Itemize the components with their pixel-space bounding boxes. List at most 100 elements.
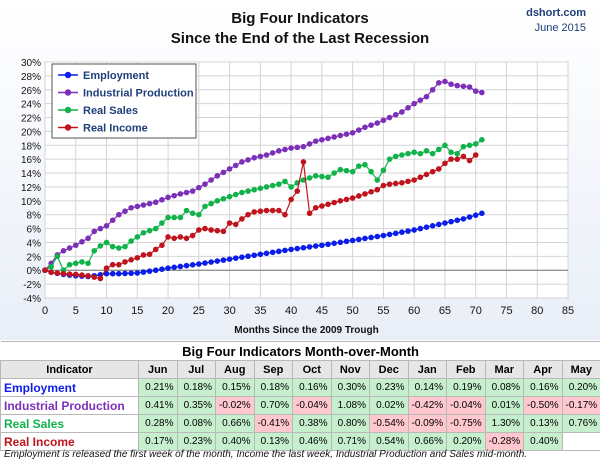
table-cell: 0.30% <box>330 378 370 397</box>
real-sales-point <box>202 203 208 210</box>
real-income-point <box>319 203 325 209</box>
y-tick-label: 28% <box>21 72 41 83</box>
real-income-point <box>134 254 141 261</box>
employment-point <box>128 270 134 277</box>
table-cell: -0.42% <box>407 396 447 415</box>
x-tick-label: 0 <box>42 305 48 317</box>
indicator-name: Real Sales <box>0 414 139 433</box>
table-cell: 0.23% <box>369 378 409 397</box>
industrial-production-point <box>312 138 319 144</box>
real-income-point <box>442 160 448 167</box>
table-cell: 0.70% <box>253 396 293 415</box>
table-cell: 0.01% <box>484 396 524 415</box>
employment-point <box>454 217 461 224</box>
real-sales-point <box>103 239 110 246</box>
employment-point <box>472 212 479 218</box>
real-sales-point <box>251 186 257 193</box>
real-sales-point <box>134 234 141 240</box>
table-cell: 0.20% <box>561 378 600 397</box>
real-income-point <box>226 220 233 226</box>
industrial-production-point <box>165 194 171 201</box>
industrial-production-point <box>232 162 239 169</box>
real-income-point <box>109 261 116 268</box>
table-cell: 0.41% <box>138 396 178 415</box>
y-tick-label: 12% <box>21 183 41 194</box>
real-income-point <box>91 274 98 280</box>
real-income-point <box>257 208 264 215</box>
x-tick-label: 50 <box>347 305 359 317</box>
table-cell: 0.08% <box>176 414 216 433</box>
real-sales-point <box>245 188 251 194</box>
table-cell: -0.17% <box>561 396 600 415</box>
employment-point <box>479 210 485 217</box>
x-tick-label: 75 <box>500 305 512 317</box>
real-sales-point <box>257 185 264 192</box>
real-sales-point <box>479 136 485 143</box>
real-sales-point <box>349 168 356 175</box>
employment-point <box>134 270 141 276</box>
employment-point <box>220 257 227 263</box>
y-tick-label: 20% <box>21 127 41 138</box>
industrial-production-point <box>269 150 276 156</box>
real-sales-point <box>374 177 381 183</box>
y-tick-label: 30% <box>21 58 41 69</box>
table-title: Big Four Indicators Month-over-Month <box>0 341 600 361</box>
table-cell: 1.08% <box>330 396 370 415</box>
employment-point <box>417 225 424 232</box>
y-tick-label: 0% <box>27 266 42 277</box>
employment-point <box>374 233 381 240</box>
indicator-header: Indicator <box>0 360 139 379</box>
real-income-point <box>300 159 307 165</box>
employment-point <box>140 269 147 275</box>
source-site: dshort.com <box>526 7 586 19</box>
real-income-point <box>251 209 257 215</box>
real-income-point <box>405 178 411 185</box>
table-cell: 0.40% <box>523 432 563 451</box>
employment-point <box>103 270 110 277</box>
real-sales-point <box>214 198 221 204</box>
real-sales-point <box>368 168 374 175</box>
month-header: Aug <box>215 360 255 379</box>
industrial-production-point <box>300 143 307 150</box>
real-income-point <box>337 198 344 204</box>
industrial-production-point <box>442 78 448 85</box>
industrial-production-point <box>423 93 430 100</box>
industrial-production-point <box>226 166 233 172</box>
x-tick-label: 60 <box>408 305 420 317</box>
employment-point <box>343 238 350 245</box>
month-header: May <box>561 360 600 379</box>
employment-point <box>232 255 239 261</box>
real-income-point <box>312 204 319 211</box>
industrial-production-point <box>399 109 405 115</box>
month-over-month-table: Big Four Indicators Month-over-Month Ind… <box>0 341 600 451</box>
real-income-point <box>276 207 282 214</box>
industrial-production-point <box>79 238 85 245</box>
employment-point <box>263 250 270 257</box>
real-sales-point <box>116 245 122 251</box>
industrial-production-point <box>66 245 73 251</box>
industrial-production-point <box>294 144 301 151</box>
real-sales-point <box>454 150 461 157</box>
month-header: Apr <box>523 360 563 379</box>
industrial-production-point <box>479 89 485 96</box>
x-tick-label: 5 <box>73 305 79 317</box>
employment-point <box>386 231 393 238</box>
table-cell: -0.28% <box>484 432 524 451</box>
x-tick-label: 85 <box>562 305 574 317</box>
real-sales-point <box>97 243 104 249</box>
industrial-production-point <box>454 82 461 89</box>
table-row: Employment 0.21% 0.18% 0.15% 0.18% 0.16% 0.30%… <box>0 378 600 397</box>
employment-point <box>337 239 344 246</box>
y-tick-label: 14% <box>21 169 41 180</box>
table-cell: 0.14% <box>407 378 447 397</box>
real-sales-point <box>239 189 245 196</box>
employment-point <box>349 237 356 244</box>
employment-point <box>392 230 399 237</box>
real-sales-point <box>423 148 430 154</box>
employment-point <box>423 224 430 230</box>
table-cell: 0.17% <box>138 432 178 451</box>
real-sales-point <box>405 150 411 157</box>
table-cell: 0.16% <box>523 378 563 397</box>
x-tick-label: 35 <box>254 305 266 317</box>
industrial-production-point <box>109 217 116 224</box>
